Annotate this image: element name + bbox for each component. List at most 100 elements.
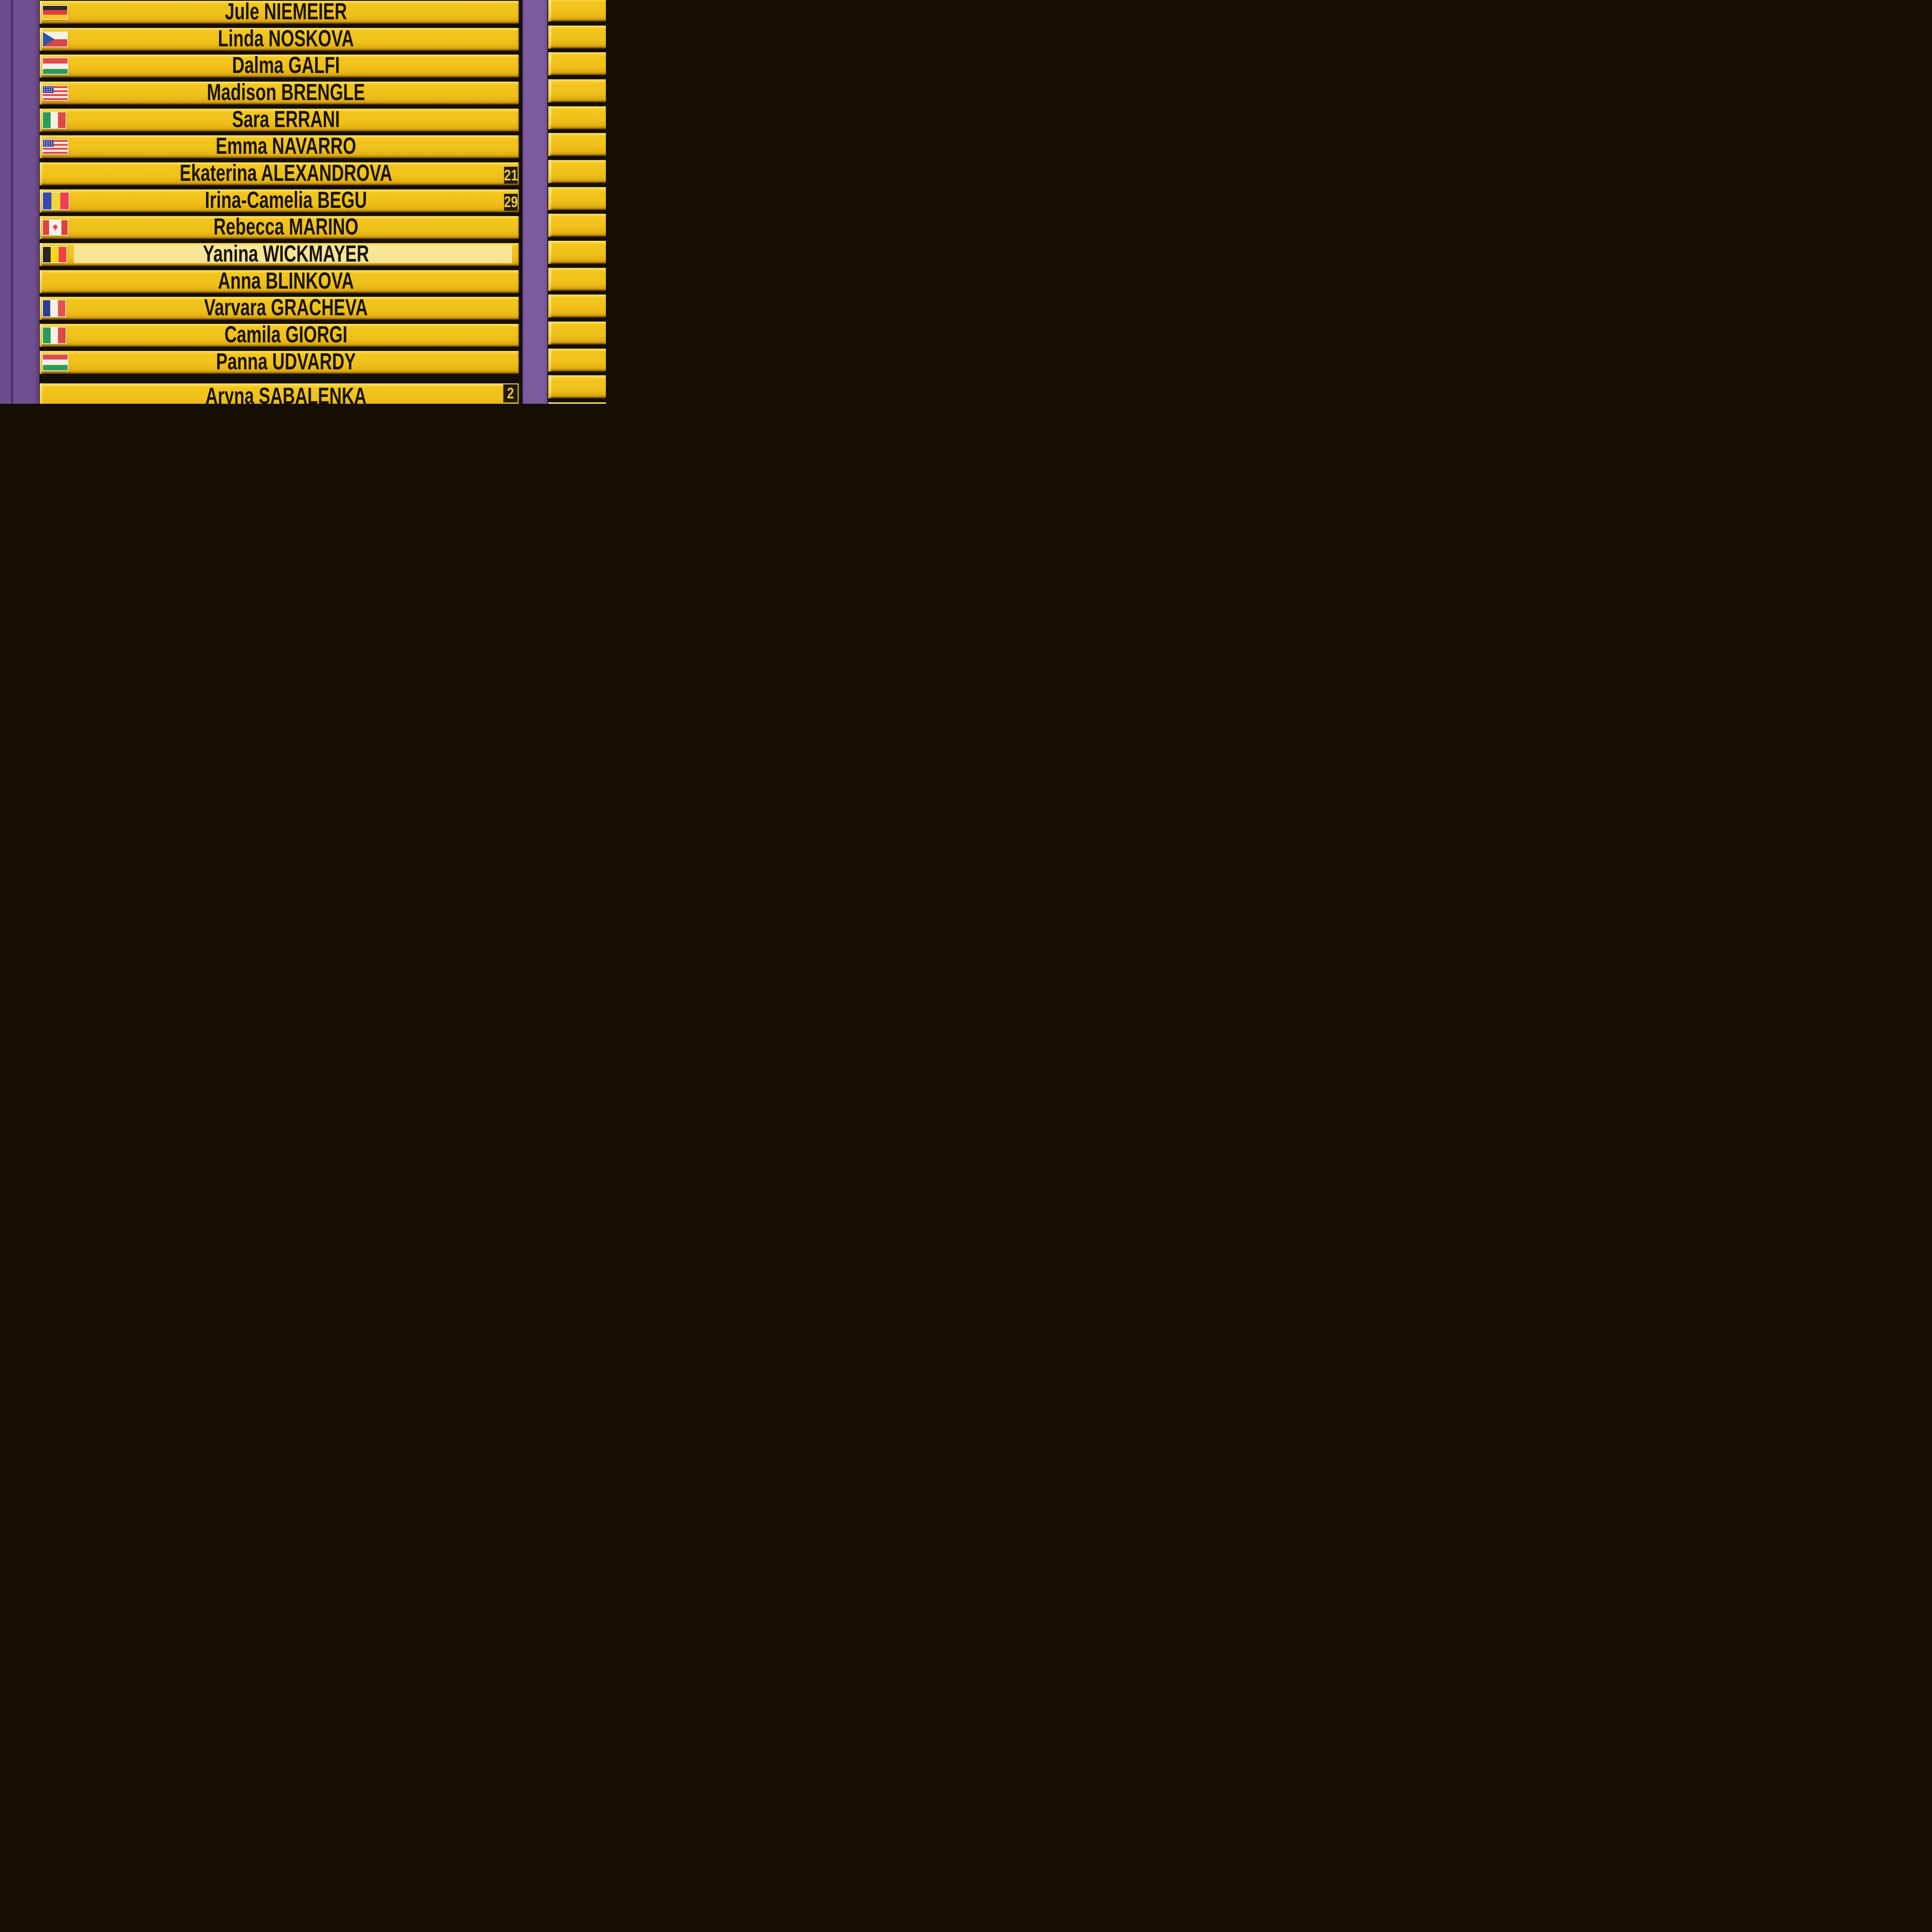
empty-yellow-slat bbox=[548, 348, 606, 372]
flag-stripe bbox=[43, 63, 68, 69]
player-name-label: Madison BRENGLE bbox=[207, 79, 365, 105]
slat-left-bevel bbox=[40, 243, 43, 266]
slat-left-bevel bbox=[40, 135, 43, 159]
empty-yellow-slat bbox=[548, 0, 606, 22]
empty-slat-row bbox=[548, 321, 606, 348]
slat-left-bevel bbox=[40, 27, 43, 51]
empty-yellow-slat bbox=[548, 294, 606, 318]
slat-left-bevel bbox=[40, 297, 43, 320]
player-slat-row: Anna BLINKOVA bbox=[40, 269, 519, 296]
player-slat-row: Dalma GALFI bbox=[40, 54, 519, 81]
empty-slat-row bbox=[548, 159, 606, 186]
slat-left-bevel bbox=[40, 324, 43, 347]
flag-stripe bbox=[58, 300, 65, 317]
slat-left-bevel bbox=[40, 162, 43, 185]
flag-part bbox=[61, 220, 68, 235]
flag-part bbox=[49, 220, 61, 235]
player-slat-row: Camila GIORGI bbox=[40, 323, 519, 350]
empty-slat-row bbox=[548, 401, 606, 404]
player-name-label: Aryna SABALENKA bbox=[205, 383, 367, 404]
seed-number-label: 21 bbox=[504, 167, 518, 184]
empty-slat-row bbox=[548, 267, 606, 294]
slat-left-bevel bbox=[548, 133, 552, 156]
slat-left-bevel bbox=[548, 321, 552, 345]
flag-stripe bbox=[43, 14, 67, 19]
empty-yellow-slat bbox=[548, 106, 606, 129]
yellow-slat: Yanina WICKMAYER bbox=[40, 241, 519, 267]
player-slat-row: Rebecca MARINO bbox=[40, 215, 519, 242]
purple-frame-left bbox=[0, 0, 39, 404]
yellow-slat: Jule NIEMEIER bbox=[40, 0, 519, 24]
slat-left-bevel bbox=[40, 54, 43, 78]
flag-stripe bbox=[43, 327, 51, 344]
empty-yellow-slat bbox=[548, 187, 606, 210]
yellow-slat: Rebecca MARINO bbox=[40, 214, 519, 240]
yellow-slat: Linda NOSKOVA bbox=[40, 27, 519, 51]
empty-slat-row bbox=[548, 78, 606, 105]
seed-number-badge: 21 bbox=[504, 167, 518, 184]
slat-left-bevel bbox=[548, 375, 552, 399]
flag-stripe bbox=[43, 359, 68, 365]
slat-left-bevel bbox=[548, 294, 552, 318]
germany-flag-icon bbox=[42, 5, 68, 20]
player-name-label: Sara ERRANI bbox=[232, 106, 340, 132]
slat-left-bevel bbox=[40, 350, 43, 374]
adjacent-empty-board bbox=[548, 0, 606, 404]
slat-left-bevel bbox=[548, 402, 552, 404]
player-name-label: Yanina WICKMAYER bbox=[202, 241, 369, 267]
flag-stripe bbox=[50, 112, 58, 128]
hungary-flag-icon bbox=[42, 354, 68, 371]
yellow-slat: Ekaterina ALEXANDROVA 21 bbox=[40, 162, 519, 185]
empty-yellow-slat bbox=[548, 214, 606, 237]
flag-stripe bbox=[50, 300, 58, 317]
player-slat-row: Jule NIEMEIER bbox=[40, 0, 519, 27]
yellow-slat: Emma NAVARRO bbox=[40, 133, 519, 159]
player-name-label: Panna UDVARDY bbox=[216, 348, 356, 374]
player-slat-row: Sara ERRANI bbox=[40, 106, 519, 135]
slat-left-bevel bbox=[40, 270, 43, 293]
empty-yellow-slat bbox=[548, 25, 606, 49]
italy-flag-icon bbox=[42, 111, 66, 129]
player-slat-row: Varvara GRACHEVA bbox=[40, 296, 519, 323]
yellow-slat: Sara ERRANI bbox=[40, 106, 519, 132]
player-name-label: Rebecca MARINO bbox=[213, 214, 359, 240]
empty-slat-row bbox=[548, 294, 606, 321]
player-slat-row: Emma NAVARRO bbox=[40, 134, 519, 162]
name-label-strip bbox=[74, 245, 512, 263]
empty-slat-row bbox=[548, 25, 606, 52]
slat-left-bevel bbox=[40, 1, 43, 24]
usa-canton bbox=[43, 86, 54, 93]
player-name-label: Emma NAVARRO bbox=[216, 133, 356, 159]
player-name-label: Camila GIORGI bbox=[224, 321, 348, 348]
empty-slat-row bbox=[548, 132, 606, 159]
empty-slat-row bbox=[548, 240, 606, 267]
empty-slat-row bbox=[548, 51, 606, 78]
player-slat-row: Linda NOSKOVA bbox=[40, 27, 519, 54]
seed-number-label: 29 bbox=[504, 194, 518, 211]
empty-slat-row bbox=[548, 0, 606, 25]
czech-republic-flag-icon bbox=[42, 31, 68, 48]
slat-left-bevel bbox=[548, 187, 552, 210]
seed-number-label: 2 bbox=[507, 385, 514, 402]
slat-left-bevel bbox=[548, 267, 552, 291]
flag-stripe bbox=[51, 192, 60, 209]
canada-flag-icon bbox=[42, 219, 68, 236]
flag-stripe bbox=[43, 6, 67, 10]
flag-stripe bbox=[58, 327, 66, 344]
slat-left-bevel bbox=[40, 216, 43, 240]
yellow-slat: Dalma GALFI bbox=[40, 54, 519, 78]
romania-flag-icon bbox=[42, 191, 70, 210]
maple-leaf-icon bbox=[52, 224, 58, 231]
slat-left-bevel bbox=[40, 82, 43, 105]
empty-yellow-slat bbox=[548, 241, 606, 264]
empty-yellow-slat bbox=[548, 267, 606, 291]
player-name-label: Anna BLINKOVA bbox=[218, 267, 354, 294]
yellow-slat: Panna UDVARDY bbox=[40, 348, 519, 374]
usa-flag-icon bbox=[42, 85, 68, 101]
empty-slat-row bbox=[548, 213, 606, 240]
empty-yellow-slat bbox=[548, 79, 606, 102]
yellow-slat: Varvara GRACHEVA bbox=[40, 296, 519, 320]
slat-left-bevel bbox=[548, 79, 552, 102]
empty-yellow-slat bbox=[548, 375, 606, 399]
yellow-slat: Madison BRENGLE bbox=[40, 79, 519, 105]
